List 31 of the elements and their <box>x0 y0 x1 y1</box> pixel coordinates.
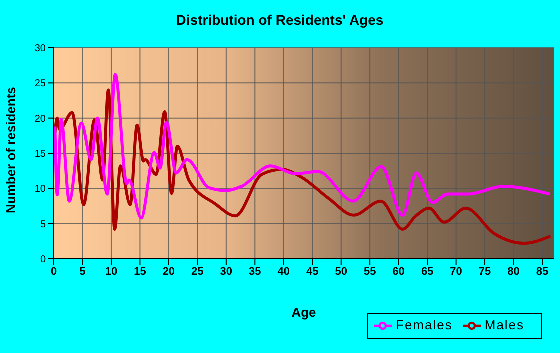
x-tick-label: 30 <box>220 266 233 278</box>
x-tick-label: 35 <box>249 266 262 278</box>
y-tick-label: 25 <box>34 78 46 90</box>
x-tick-label: 45 <box>306 266 319 278</box>
x-tick-label: 20 <box>162 266 176 278</box>
x-tick-label: 85 <box>536 266 549 278</box>
x-tick-label: 55 <box>364 266 376 278</box>
x-tick-label: 65 <box>421 266 434 278</box>
x-tick-label: 50 <box>335 266 348 278</box>
x-tick-label: 40 <box>278 266 290 278</box>
legend-label: Males <box>484 317 525 332</box>
x-tick-label: 0 <box>50 266 58 278</box>
x-axis-title: Age <box>292 305 316 320</box>
y-tick-label: 15 <box>34 149 46 160</box>
chart-title: Distribution of Residents' Ages <box>175 12 385 28</box>
y-tick-label: 30 <box>34 44 46 55</box>
x-tick-label: 15 <box>134 266 146 278</box>
x-tick-label: 10 <box>105 266 118 278</box>
x-tick-label: 5 <box>80 266 86 278</box>
y-tick-label: 10 <box>34 184 46 196</box>
x-tick-label: 80 <box>508 266 520 278</box>
y-axis-title: Number of residents <box>4 87 19 214</box>
x-tick-label: 60 <box>392 266 405 278</box>
y-tick-label: 20 <box>34 114 46 125</box>
legend-label: Females <box>396 317 453 332</box>
y-tick-label: 5 <box>40 219 46 230</box>
x-tick-label: 75 <box>478 266 492 278</box>
x-tick-label: 70 <box>450 266 462 278</box>
x-tick-label: 25 <box>192 266 204 278</box>
line-series <box>54 73 552 220</box>
y-tick-label: 0 <box>40 254 46 266</box>
